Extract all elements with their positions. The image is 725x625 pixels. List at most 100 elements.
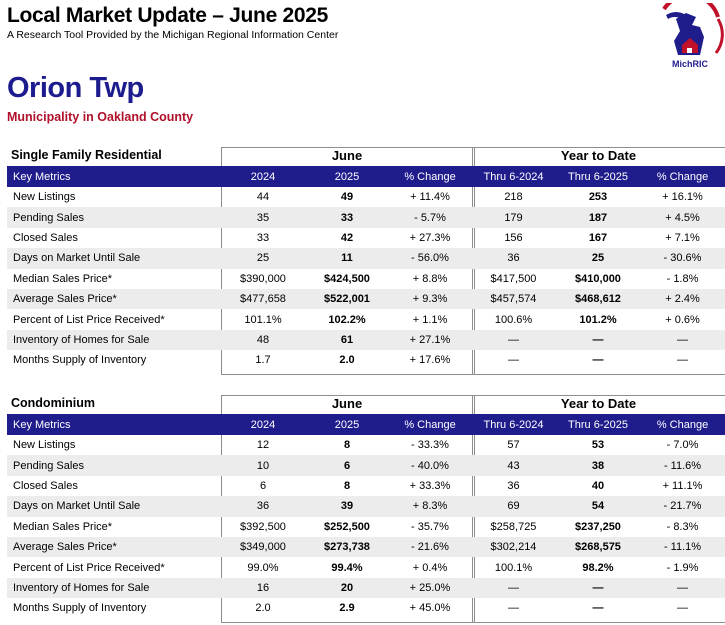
- metric-value: 6: [259, 479, 267, 492]
- metric-value: - 56.0%: [389, 248, 471, 269]
- group-june-header: June: [331, 396, 363, 411]
- metric-value: 36: [471, 248, 556, 269]
- metric-value: 11: [305, 248, 389, 269]
- metric-value: 2.0: [255, 602, 271, 615]
- table-row: Closed Sales 33 42 + 27.3% 156 167 + 7.1%: [7, 228, 725, 248]
- metric-value: - 35.7%: [411, 520, 449, 533]
- metric-value: $252,500: [324, 520, 370, 533]
- col-header: Thru 6-2025: [556, 166, 640, 187]
- metric-value: 42: [340, 231, 354, 244]
- metric-value: 98.2%: [582, 561, 614, 574]
- metric-value: - 1.9%: [666, 561, 699, 574]
- metric-value: - 21.6%: [389, 536, 471, 558]
- metric-name: Percent of List Price Received*: [13, 313, 165, 326]
- table-row: Median Sales Price* $390,000 $424,500 + 8.8…: [7, 269, 725, 289]
- metric-value: —: [592, 602, 604, 615]
- metric-value: $273,738: [305, 536, 389, 558]
- table-row: Months Supply of Inventory 2.0 2.9 + 45.0% —…: [7, 598, 725, 618]
- metric-value: - 30.6%: [640, 248, 725, 269]
- metric-value: 102.2%: [328, 313, 366, 326]
- metric-value: + 16.1%: [662, 191, 703, 204]
- metric-value: 39: [305, 496, 389, 517]
- metric-name: Pending Sales: [7, 455, 221, 476]
- metric-value: - 11.1%: [640, 536, 725, 558]
- metric-name: Inventory of Homes for Sale: [7, 329, 221, 351]
- col-header: 2024: [221, 414, 305, 435]
- metric-value: - 5.7%: [389, 207, 471, 228]
- metric-value: 53: [591, 439, 605, 452]
- metric-value: 156: [504, 231, 523, 244]
- metric-value: $392,500: [240, 520, 286, 533]
- metric-value: 44: [256, 191, 270, 204]
- metric-value: + 27.3%: [409, 231, 451, 244]
- metric-value: 167: [588, 231, 608, 244]
- table-row: Pending Sales 10 6- 40.0% 43 38- 11.6%: [7, 455, 725, 476]
- metric-value: $390,000: [240, 272, 286, 285]
- col-header: % Change: [640, 166, 725, 187]
- metric-name: Inventory of Homes for Sale: [7, 577, 221, 599]
- metric-value: $457,574: [471, 288, 556, 310]
- metric-value: 2.9: [339, 602, 355, 615]
- metric-value: 25: [556, 248, 640, 269]
- table-row: Percent of List Price Received* 99.0% 99.4…: [7, 557, 725, 577]
- metric-value: 33: [256, 231, 270, 244]
- metric-value: $258,725: [490, 520, 537, 533]
- table-row: Months Supply of Inventory 1.7 2.0 + 17.6% —…: [7, 350, 725, 370]
- metric-name: Average Sales Price*: [7, 536, 221, 558]
- metric-value: 43: [471, 455, 556, 476]
- table-row: New Listings 12 8 - 33.3% 57 53 - 7.0%: [7, 435, 725, 455]
- metric-value: $410,000: [575, 272, 621, 285]
- metric-value: 6: [305, 455, 389, 476]
- metric-name: Days on Market Until Sale: [7, 248, 221, 269]
- report-subtitle: A Research Tool Provided by the Michigan…: [7, 29, 339, 41]
- metric-value: 1.7: [255, 354, 271, 367]
- metric-value: - 8.3%: [666, 520, 699, 533]
- metric-value: —: [677, 354, 688, 367]
- metric-name: Pending Sales: [7, 207, 221, 228]
- metric-value: 179: [471, 207, 556, 228]
- metric-name: New Listings: [13, 191, 76, 204]
- metric-value: —: [592, 354, 604, 367]
- metric-value: —: [508, 354, 519, 367]
- metric-name: New Listings: [13, 439, 76, 452]
- metric-value: 40: [591, 479, 605, 492]
- metric-value: 49: [340, 191, 354, 204]
- section-title: Single Family Residential: [11, 148, 162, 162]
- metric-value: —: [677, 602, 688, 615]
- table-row: Median Sales Price* $392,500 $252,500 - 35.…: [7, 517, 725, 537]
- metric-value: 218: [504, 191, 523, 204]
- col-header: 2024: [221, 166, 305, 187]
- table-row: Days on Market Until Sale 36 39 + 8.3% 69 54-…: [7, 496, 725, 517]
- metric-name: Percent of List Price Received*: [13, 561, 165, 574]
- metric-value: 20: [305, 577, 389, 599]
- metric-value: + 2.4%: [640, 288, 725, 310]
- metric-value: $522,001: [305, 288, 389, 310]
- metric-name: Closed Sales: [13, 231, 78, 244]
- metric-value: 187: [556, 207, 640, 228]
- metric-value: 36: [507, 479, 520, 492]
- metric-value: + 8.3%: [389, 496, 471, 517]
- metric-value: + 1.1%: [412, 313, 448, 326]
- metric-value: 101.1%: [244, 313, 282, 326]
- logo-text: MichRIC: [672, 59, 709, 69]
- metric-value: + 17.6%: [409, 354, 451, 367]
- table-row: Average Sales Price* $477,658 $522,001 + 9.…: [7, 288, 725, 310]
- col-header: Thru 6-2024: [471, 166, 556, 187]
- metric-value: 25: [221, 248, 305, 269]
- metric-value: 35: [221, 207, 305, 228]
- column-header-row: Key Metrics 2024 2025 % Change Thru 6-20…: [7, 166, 725, 187]
- metrics-table: Key Metrics 2024 2025 % Change Thru 6-20…: [7, 414, 725, 619]
- metric-name: Days on Market Until Sale: [7, 496, 221, 517]
- metric-value: 10: [221, 455, 305, 476]
- metric-value: 99.0%: [247, 561, 279, 574]
- metric-value: 33: [305, 207, 389, 228]
- metric-value: 48: [221, 329, 305, 351]
- metric-value: —: [508, 602, 519, 615]
- metric-value: + 11.4%: [410, 191, 450, 204]
- metric-value: + 4.5%: [640, 207, 725, 228]
- metric-value: 100.1%: [494, 561, 533, 574]
- metric-name: Closed Sales: [13, 479, 78, 492]
- section-title: Condominium: [11, 396, 96, 410]
- metric-value: 8: [343, 479, 351, 492]
- metric-value: 2.0: [339, 354, 355, 367]
